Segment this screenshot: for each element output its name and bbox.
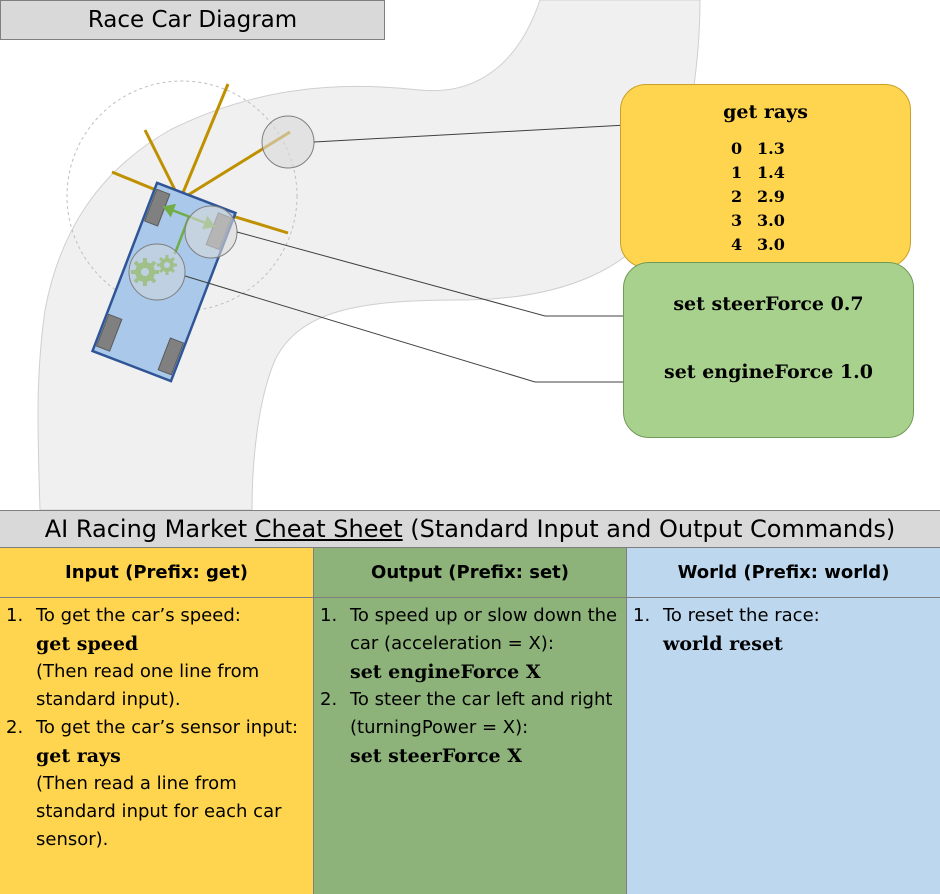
ray-row: 2 2.9 bbox=[731, 187, 785, 206]
get-rays-title: get rays bbox=[723, 101, 808, 123]
command-code: set engineForce X bbox=[350, 661, 541, 683]
callout-circle-engine bbox=[128, 243, 186, 301]
command-code: get speed bbox=[36, 633, 139, 655]
rays-list: 0 1.3 1 1.4 2 2.9 3 3.0 4 3.0 bbox=[731, 137, 785, 257]
get-rays-box: get rays 0 1.3 1 1.4 2 2.9 3 3.0 4 3.0 bbox=[620, 84, 911, 268]
car-wheel bbox=[157, 337, 185, 376]
cheat-sheet-title: AI Racing Market Cheat Sheet (Standard I… bbox=[0, 510, 940, 548]
world-column-header: World (Prefix: world) bbox=[627, 548, 940, 598]
command-code: set steerForce X bbox=[350, 745, 522, 767]
set-engine-command: set engineForce 1.0 bbox=[664, 361, 873, 383]
car-wheel bbox=[143, 188, 171, 227]
set-commands-box: set steerForce 0.7 set engineForce 1.0 bbox=[623, 262, 914, 438]
command-code: world reset bbox=[663, 633, 783, 655]
list-item: 1. To speed up or slow down the car (acc… bbox=[320, 602, 620, 686]
gear-icon bbox=[131, 255, 177, 286]
output-column-header: Output (Prefix: set) bbox=[314, 548, 626, 598]
ray-row: 3 3.0 bbox=[731, 211, 785, 230]
car-wheel bbox=[95, 313, 123, 352]
list-item: 2. To get the car’s sensor input: get ra… bbox=[6, 714, 307, 854]
input-column: Input (Prefix: get) 1. To get the car’s … bbox=[0, 548, 313, 894]
cheat-sheet-underlined: Cheat Sheet bbox=[254, 515, 403, 543]
output-column: Output (Prefix: set) 1. To speed up or s… bbox=[313, 548, 626, 894]
list-item: 2. To steer the car left and right (turn… bbox=[320, 686, 620, 770]
ray-row: 1 1.4 bbox=[731, 163, 785, 182]
input-column-header: Input (Prefix: get) bbox=[0, 548, 313, 598]
callout-circle-steer bbox=[184, 205, 238, 259]
race-car-diagram bbox=[37, 0, 873, 510]
set-steer-command: set steerForce 0.7 bbox=[673, 293, 864, 315]
ray-row: 4 3.0 bbox=[731, 235, 785, 254]
command-code: get rays bbox=[36, 745, 121, 767]
list-item: 1. To get the car’s speed: get speed (Th… bbox=[6, 602, 307, 714]
world-column: World (Prefix: world) 1. To reset the ra… bbox=[626, 548, 940, 894]
ray-row: 0 1.3 bbox=[731, 139, 785, 158]
race-track bbox=[37, 0, 701, 510]
diagram-title: Race Car Diagram bbox=[0, 0, 385, 40]
callout-circle-rays bbox=[261, 115, 315, 169]
list-item: 1. To reset the race: world reset bbox=[633, 602, 934, 658]
ray-2 bbox=[178, 83, 230, 201]
